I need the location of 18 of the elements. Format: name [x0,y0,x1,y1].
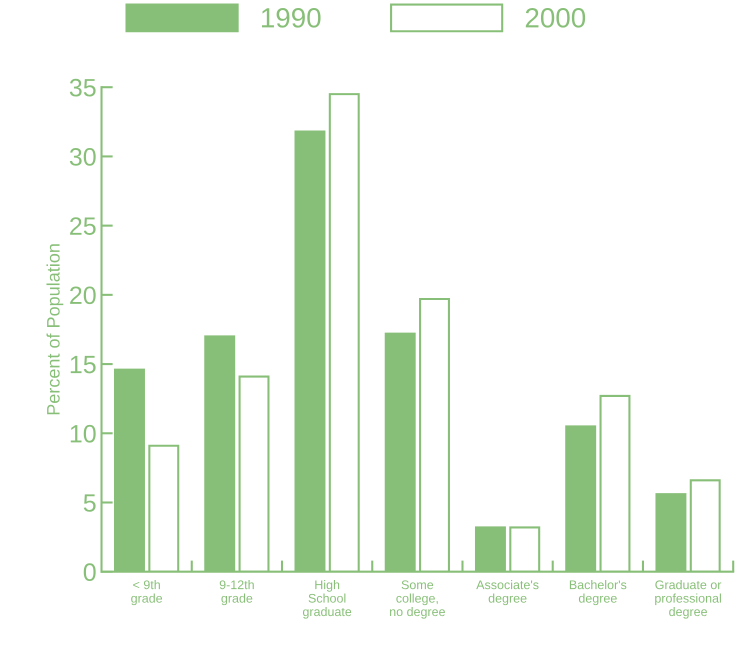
x-tick-label: High School graduate [302,580,352,619]
x-tick-label: Graduate or professional degree [655,580,722,619]
y-tick-label: 30 [70,148,96,166]
legend-label: 1990 [262,8,321,28]
y-tick-label: 15 [70,356,96,374]
y-tick-label: 25 [70,217,96,235]
y-tick-label: 35 [70,78,96,97]
x-tick-label: 9-12th grade [220,580,254,606]
x-tick-label: Bachelor's degree [570,580,626,606]
y-tick-label: 10 [70,424,96,443]
y-tick-label: 20 [70,286,96,304]
y-tick-label: 0 [84,563,96,582]
x-tick-label: Associate's degree [476,580,539,606]
x-tick-label: Some college, no degree [390,580,445,619]
legend-label: 2000 [526,8,586,28]
y-tick-label: 5 [84,494,96,512]
x-tick-label: < 9th grade [131,580,162,606]
y-axis-title: Percent of Population [46,244,64,414]
